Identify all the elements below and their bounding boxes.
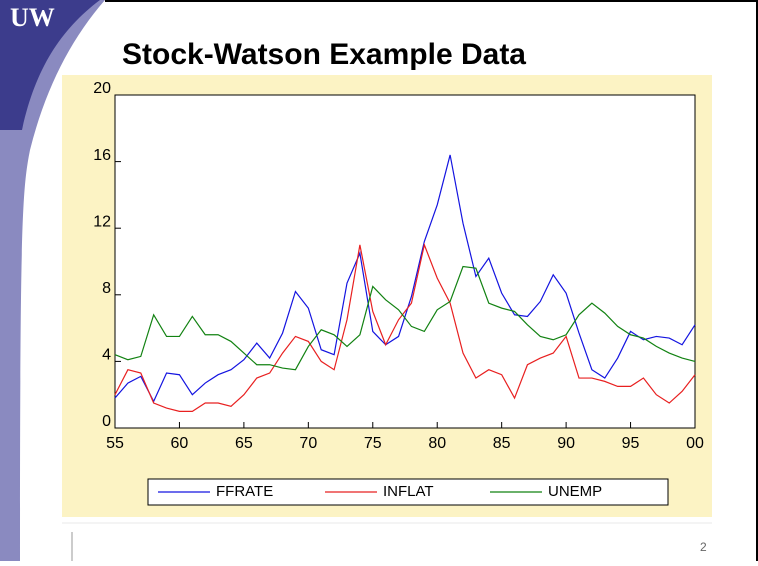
legend-label: UNEMP [548,483,602,500]
y-tick-label: 8 [102,280,111,297]
logo-shape [0,0,100,130]
logo-text: UW [10,3,55,32]
slide-number: 2 [700,540,707,554]
x-tick-label: 80 [428,435,446,452]
logo-swoosh [0,0,105,561]
x-tick-label: 90 [557,435,575,452]
series-line [114,265,696,371]
x-tick-label: 60 [171,435,189,452]
legend-box [147,478,669,506]
x-tick-label: 55 [106,435,124,452]
x-tick-label: 00 [686,435,704,452]
x-tick-label: 70 [299,435,317,452]
y-tick-label: 0 [102,413,111,430]
plot-area [114,94,696,429]
series-line [114,242,696,412]
x-tick-label: 75 [364,435,382,452]
y-tick-label: 16 [93,147,111,164]
x-tick-label: 65 [235,435,253,452]
y-tick-label: 20 [93,80,111,97]
legend-label: FFRATE [216,483,273,500]
x-tick-label: 85 [493,435,511,452]
slide-title: Stock-Watson Example Data [122,38,526,71]
x-tick-label: 95 [622,435,640,452]
y-tick-label: 12 [93,213,111,230]
legend-label: INFLAT [383,483,434,500]
series-line [114,154,696,403]
y-tick-label: 4 [102,347,111,364]
